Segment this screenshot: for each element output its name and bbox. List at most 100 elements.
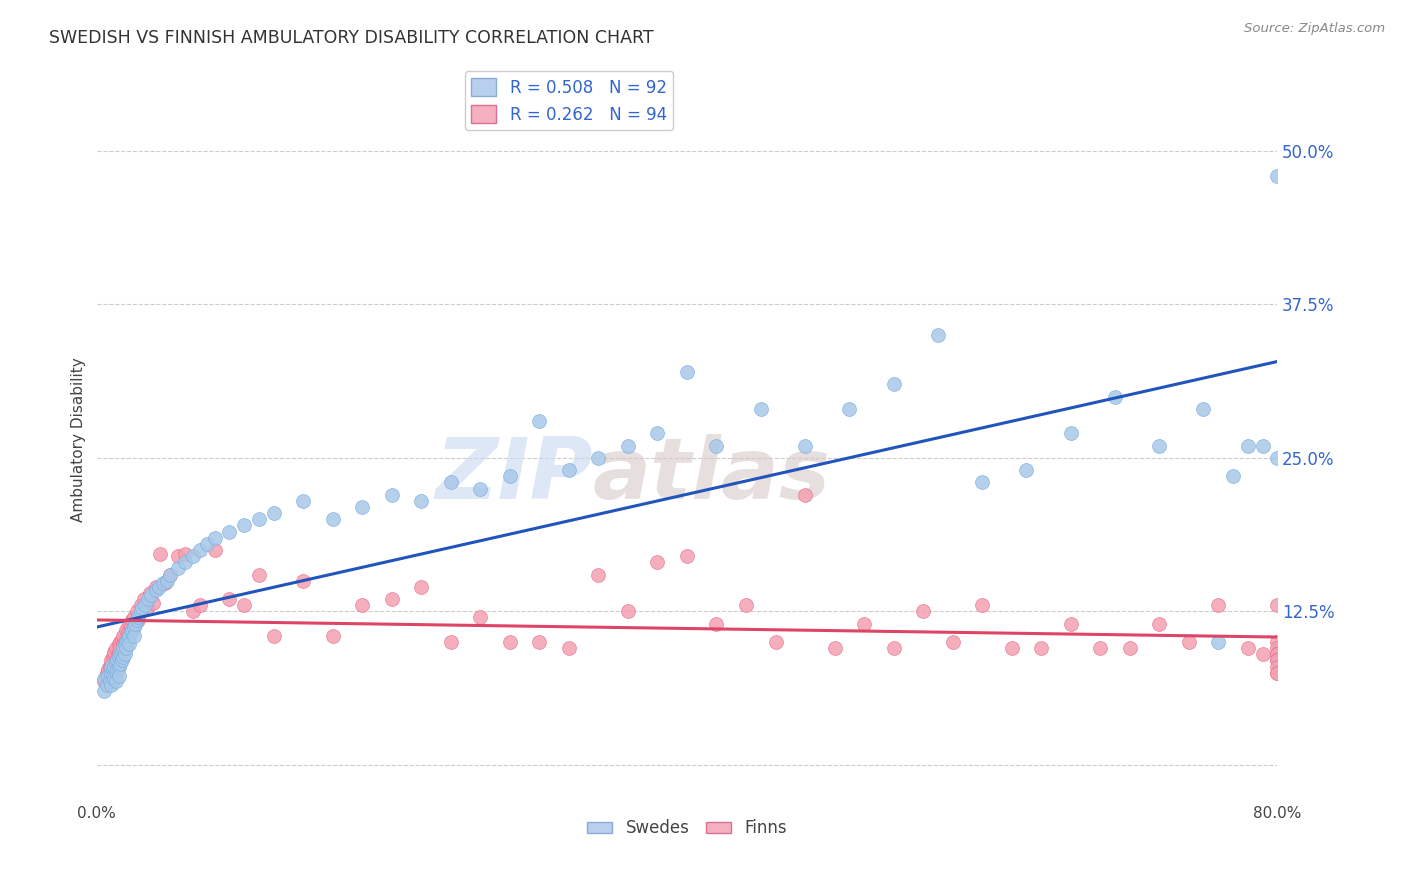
Finns (101, 649, 124, 664)
Swedes (121, 623, 143, 637)
Swedes (111, 653, 134, 667)
Swedes (100, 678, 122, 692)
Finns (794, 488, 817, 502)
Swedes (141, 588, 163, 602)
Finns (411, 580, 433, 594)
Swedes (588, 450, 610, 465)
Swedes (529, 414, 551, 428)
Swedes (794, 439, 817, 453)
Finns (529, 635, 551, 649)
Swedes (93, 672, 115, 686)
Finns (166, 549, 188, 563)
Swedes (93, 684, 115, 698)
Swedes (159, 567, 181, 582)
Finns (121, 613, 143, 627)
Legend: Swedes, Finns: Swedes, Finns (581, 813, 793, 844)
Swedes (1104, 390, 1126, 404)
Swedes (98, 674, 121, 689)
Swedes (647, 426, 669, 441)
Finns (233, 598, 256, 612)
Finns (188, 598, 211, 612)
Finns (174, 547, 197, 561)
Text: SWEDISH VS FINNISH AMBULATORY DISABILITY CORRELATION CHART: SWEDISH VS FINNISH AMBULATORY DISABILITY… (49, 29, 654, 46)
Swedes (103, 659, 125, 673)
Finns (129, 598, 152, 612)
Finns (558, 641, 581, 656)
Finns (97, 662, 120, 676)
Finns (647, 555, 669, 569)
Swedes (1236, 439, 1258, 453)
Finns (247, 567, 270, 582)
Finns (1059, 616, 1081, 631)
Swedes (97, 669, 120, 683)
Swedes (104, 674, 127, 689)
Finns (114, 635, 136, 649)
Finns (912, 604, 935, 618)
Swedes (972, 475, 994, 490)
Finns (135, 600, 157, 615)
Finns (107, 645, 129, 659)
Finns (1206, 598, 1229, 612)
Finns (1177, 635, 1199, 649)
Finns (735, 598, 758, 612)
Swedes (927, 328, 949, 343)
Finns (617, 604, 640, 618)
Finns (125, 604, 148, 618)
Swedes (112, 641, 135, 656)
Swedes (103, 672, 125, 686)
Finns (104, 641, 127, 656)
Swedes (118, 638, 141, 652)
Finns (112, 638, 135, 652)
Swedes (115, 635, 138, 649)
Swedes (1192, 401, 1215, 416)
Finns (1265, 653, 1288, 667)
Finns (942, 635, 965, 649)
Finns (1265, 665, 1288, 680)
Swedes (749, 401, 772, 416)
Swedes (122, 629, 145, 643)
Swedes (883, 377, 905, 392)
Finns (824, 641, 846, 656)
Swedes (100, 665, 122, 680)
Finns (122, 610, 145, 624)
Finns (1265, 648, 1288, 662)
Swedes (1265, 450, 1288, 465)
Finns (111, 632, 134, 647)
Y-axis label: Ambulatory Disability: Ambulatory Disability (72, 357, 86, 522)
Swedes (838, 401, 860, 416)
Finns (1031, 641, 1053, 656)
Swedes (1251, 439, 1274, 453)
Swedes (233, 518, 256, 533)
Swedes (124, 616, 146, 631)
Finns (972, 598, 994, 612)
Finns (263, 629, 285, 643)
Finns (104, 657, 127, 672)
Finns (159, 567, 181, 582)
Swedes (110, 648, 132, 662)
Swedes (499, 469, 522, 483)
Swedes (111, 645, 134, 659)
Swedes (156, 574, 179, 588)
Swedes (104, 665, 127, 680)
Swedes (292, 494, 315, 508)
Swedes (1206, 635, 1229, 649)
Swedes (129, 604, 152, 618)
Swedes (114, 638, 136, 652)
Swedes (148, 580, 170, 594)
Swedes (100, 659, 122, 673)
Finns (120, 620, 142, 634)
Swedes (107, 669, 129, 683)
Finns (1265, 635, 1288, 649)
Swedes (107, 659, 129, 673)
Finns (470, 610, 492, 624)
Finns (1265, 648, 1288, 662)
Swedes (105, 662, 128, 676)
Swedes (107, 649, 129, 664)
Swedes (117, 632, 139, 647)
Finns (103, 648, 125, 662)
Finns (706, 616, 728, 631)
Swedes (411, 494, 433, 508)
Swedes (204, 531, 226, 545)
Finns (98, 659, 121, 673)
Swedes (101, 662, 124, 676)
